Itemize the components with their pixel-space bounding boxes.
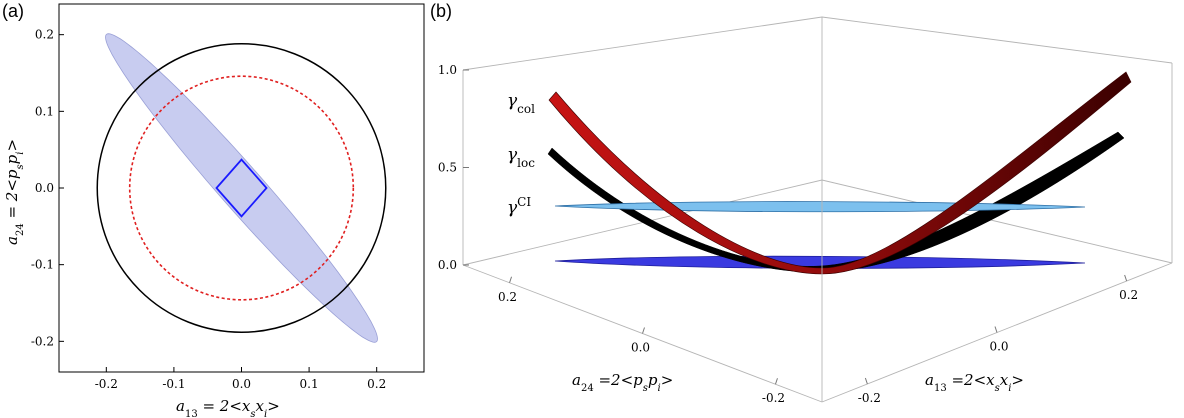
gamma-col-label: γcol — [507, 91, 535, 116]
a-xtick-label: 0.1 — [300, 377, 319, 391]
gamma-col-surface — [548, 71, 1132, 275]
panel-b-ticks: 1.0 0.5 0.0 0.2 0.0 -0.2 0.2 0.0 -0.2 — [438, 63, 1138, 405]
b-tick-mark — [509, 276, 513, 283]
ellipse-region — [105, 33, 378, 343]
b-ytick-label: 0.2 — [498, 290, 517, 304]
a-ytick-label: -0.2 — [31, 334, 54, 348]
b-ytick-label: 0.0 — [631, 341, 650, 355]
blue-square — [215, 158, 268, 218]
a-xtick-label: -0.2 — [95, 377, 118, 391]
b-tick-mark — [642, 327, 645, 334]
b-xtick-label: 0.2 — [1119, 288, 1138, 302]
a-xtick-label: 0.2 — [367, 377, 386, 391]
panel-b: (b) 1.00.50. — [430, 1, 1173, 405]
panel-a: (a) -0.2 -0.1 0.0 0.1 0.2 0.2 0.1 0.0 -0.1 -0.2 a… — [2, 1, 425, 418]
a-ytick-label: 0.2 — [35, 28, 54, 42]
panel-a-label: (a) — [2, 1, 24, 21]
a-ytick-label: 0.1 — [35, 104, 54, 118]
a-ytick-label: 0.0 — [35, 181, 54, 195]
panel-a-ticks: -0.2 -0.1 0.0 0.1 0.2 0.2 0.1 0.0 -0.1 -0.2 — [31, 28, 386, 391]
box-back-edges — [462, 16, 1173, 266]
b-tick-mark — [864, 377, 868, 385]
a-xtick-label: -0.1 — [162, 377, 185, 391]
b-tick-mark — [774, 378, 778, 385]
panel-b-ylabel: a24 =2<pspi> — [572, 371, 673, 394]
b-ytick-label: -0.2 — [762, 391, 785, 405]
base-plane — [554, 255, 1086, 269]
b-tick-mark — [994, 326, 998, 333]
panel-b-xlabel: a13 =2<xsxi> — [925, 371, 1024, 394]
b-ztick-label: 0.0 — [438, 258, 457, 272]
a-xtick-label: 0.0 — [232, 377, 251, 391]
panel-a-xlabel: a13 = 2<xsxi> — [176, 397, 280, 418]
gamma-loc-label: γloc — [507, 145, 535, 170]
panel-b-label: (b) — [430, 1, 452, 21]
gamma-ci-label: γCI — [507, 195, 531, 218]
b-ztick-label: 0.5 — [438, 161, 457, 175]
black-circle — [96, 42, 387, 334]
b-tick-mark — [1124, 274, 1128, 282]
b-xtick-label: -0.2 — [858, 391, 881, 405]
panel-a-ylabel: a24 = 2<pspi> — [3, 139, 26, 245]
red-dotted-circle — [128, 75, 355, 301]
a-ytick-label: -0.1 — [31, 258, 54, 272]
b-xtick-label: 0.0 — [989, 340, 1008, 354]
b-ztick-label: 1.0 — [438, 63, 457, 77]
